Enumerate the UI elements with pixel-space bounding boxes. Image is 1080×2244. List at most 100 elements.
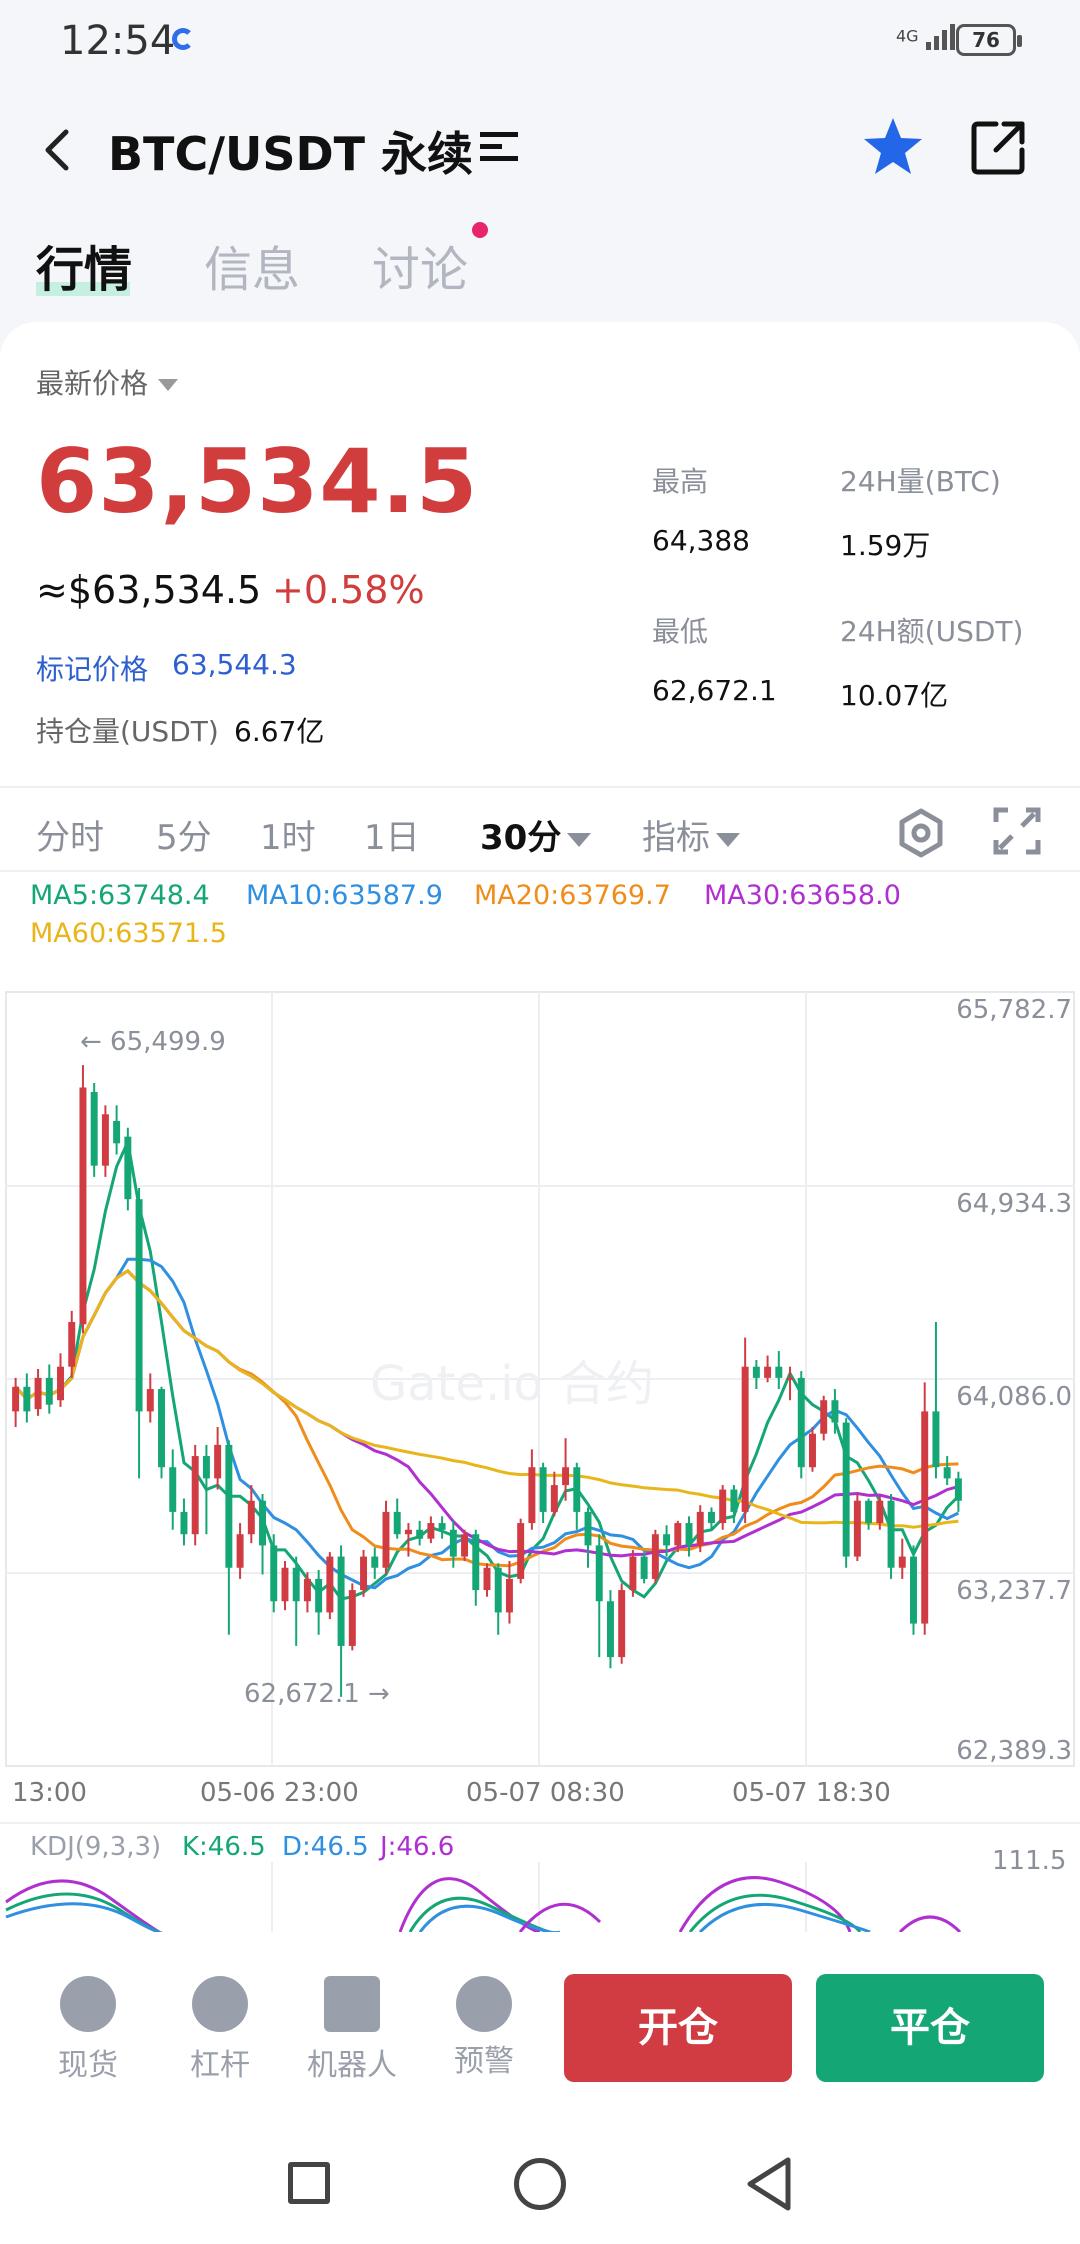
ma60-value: MA60:63571.5 [30, 918, 227, 949]
mark-price-label[interactable]: 标记价格 [36, 653, 149, 686]
candle-body [169, 1467, 177, 1512]
candle-body [68, 1322, 76, 1367]
spot-button[interactable]: 现货 [38, 1976, 138, 2086]
caret-down-icon [158, 379, 179, 391]
candle-body [315, 1578, 323, 1613]
chart-settings-icon[interactable] [896, 808, 946, 858]
candle-body [191, 1456, 199, 1535]
candle-body [842, 1422, 850, 1557]
candle-body [158, 1389, 165, 1468]
divider [0, 786, 1080, 788]
candle-body [461, 1534, 469, 1557]
candle-body [775, 1366, 783, 1378]
bot-chart-icon [324, 1976, 380, 2032]
low-marker: 62,672.1 → [244, 1679, 390, 1709]
candle-body [393, 1511, 401, 1535]
kdj-j: J:46.6 [380, 1832, 455, 1862]
pair-title[interactable]: BTC/USDT 永续 [108, 127, 474, 181]
y-axis: 65,782.7 64,934.3 64,086.0 63,237.7 62,3… [956, 995, 1072, 1766]
spot-label: 现货 [58, 2048, 118, 2083]
ma5-value: MA5:63748.4 [30, 880, 210, 911]
bot-button[interactable]: 机器人 [302, 1976, 402, 2086]
bitcoin-icon [60, 1976, 116, 2032]
recents-icon[interactable] [288, 2162, 330, 2204]
volume-usdt-label: 24H额(USDT) [840, 615, 1024, 648]
ma10-value: MA10:63587.9 [246, 880, 443, 911]
candle-body [797, 1377, 805, 1468]
y-tick: 64,934.3 [956, 1189, 1072, 1219]
candle-body [180, 1511, 188, 1535]
home-icon[interactable] [514, 2158, 566, 2210]
candle-body [90, 1091, 98, 1166]
margin-label: 杠杆 [190, 2048, 250, 2083]
bottom-action-bar: 现货 杠杆 机器人 预警 开仓 平仓 [0, 1932, 1080, 2122]
battery-level: 76 [972, 28, 1000, 52]
price-type-label: 最新价格 [36, 367, 149, 400]
share-icon[interactable] [966, 116, 1030, 180]
candle-body [707, 1511, 715, 1524]
candle-body [371, 1556, 379, 1568]
y-tick: 62,389.3 [956, 1736, 1072, 1766]
candle-body [236, 1534, 244, 1568]
active-tab-indicator [36, 282, 130, 296]
indicator-selector[interactable]: 指标 [642, 810, 740, 859]
interval-5m[interactable]: 5分 [156, 818, 212, 858]
status-time: 12:54 [60, 18, 176, 64]
back-icon[interactable] [30, 120, 90, 180]
candle-body [259, 1500, 267, 1546]
x-tick: 05-07 18:30 [732, 1778, 891, 1808]
x-tick: 05-07 08:30 [466, 1778, 625, 1808]
x-tick: 13:00 [12, 1778, 87, 1808]
tab-market[interactable]: 行情 [36, 242, 133, 298]
back-nav-icon[interactable] [744, 2156, 794, 2212]
low-label: 最低 [652, 615, 709, 648]
price-type-selector[interactable]: 最新价格 [36, 362, 179, 402]
signal-bars-icon [925, 24, 955, 50]
interval-30m[interactable]: 30分 [480, 810, 592, 859]
candle-body [270, 1545, 278, 1602]
candle-body [45, 1377, 53, 1405]
favorite-star-icon[interactable] [860, 114, 926, 180]
y-tick: 65,782.7 [956, 995, 1072, 1025]
last-price: 63,534.5 [36, 430, 479, 533]
candle-body [629, 1556, 637, 1591]
interval-1d[interactable]: 1日 [364, 818, 420, 858]
pair-menu-icon[interactable] [478, 126, 520, 168]
candle-body [348, 1590, 356, 1646]
caret-down-icon [567, 832, 592, 847]
alert-button[interactable]: 预警 [434, 1976, 534, 2086]
interval-timeshare[interactable]: 分时 [36, 818, 104, 858]
candle-body [764, 1366, 772, 1378]
candle-body [505, 1578, 513, 1613]
candle-body [494, 1567, 502, 1613]
volume-btc-value: 1.59万 [840, 529, 931, 562]
margin-button[interactable]: 杠杆 [170, 1976, 270, 2086]
fullscreen-icon[interactable] [992, 806, 1042, 856]
low-value: 62,672.1 [652, 674, 777, 707]
candle-body [124, 1136, 132, 1200]
candle-body [79, 1087, 87, 1325]
open-interest-value: 6.67亿 [234, 715, 325, 748]
candle-body [932, 1411, 940, 1468]
candle-body [146, 1389, 154, 1412]
candle-body [438, 1523, 446, 1530]
close-position-button[interactable]: 平仓 [816, 1974, 1044, 2082]
ma10-line [14, 1257, 960, 1590]
bot-label: 机器人 [307, 2048, 397, 2083]
price-change: +0.58% [272, 568, 425, 612]
network-label: 4G [896, 26, 919, 46]
candle-body [472, 1534, 480, 1591]
candle-body [584, 1511, 592, 1546]
candlestick-chart[interactable]: Gate.io 合约 ← 65,499.9 62,672.1 → 65,782.… [0, 990, 1080, 1770]
tabs: 行情 信息 讨论 [0, 220, 1080, 310]
candle-body [741, 1366, 749, 1512]
battery-icon: 76 [956, 24, 1022, 56]
open-position-button[interactable]: 开仓 [564, 1974, 792, 2082]
tab-info[interactable]: 信息 [204, 242, 301, 298]
candle-body [595, 1545, 603, 1602]
tab-discussion[interactable]: 讨论 [372, 242, 469, 298]
candle-body [606, 1601, 614, 1658]
candle-body [696, 1511, 704, 1546]
kdj-d: D:46.5 [282, 1832, 369, 1862]
interval-1h[interactable]: 1时 [260, 818, 316, 858]
